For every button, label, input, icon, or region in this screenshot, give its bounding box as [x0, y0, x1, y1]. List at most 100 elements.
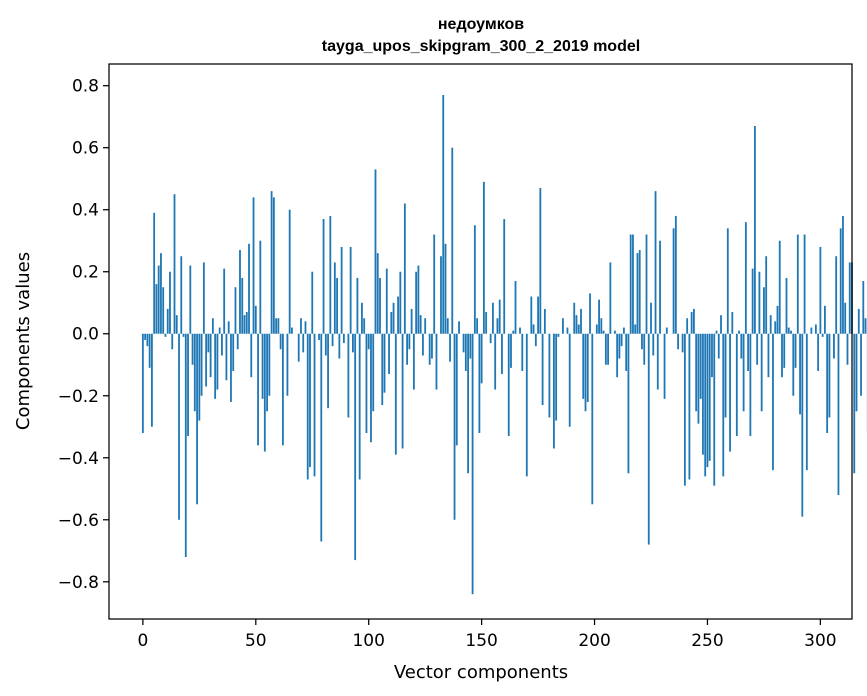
- x-axis-label: Vector components: [394, 662, 568, 683]
- bar: [336, 277, 338, 334]
- bar: [756, 333, 759, 365]
- bar: [397, 296, 399, 334]
- bar: [760, 333, 763, 412]
- bar: [695, 333, 698, 412]
- bar: [537, 296, 539, 334]
- bar: [431, 333, 433, 359]
- bar: [749, 333, 752, 437]
- bar: [476, 318, 479, 334]
- bar: [620, 333, 623, 347]
- bar: [817, 333, 820, 371]
- bar: [792, 333, 795, 396]
- bar: [575, 315, 578, 334]
- y-tick-label: −0.6: [58, 511, 99, 531]
- bar: [602, 330, 605, 334]
- bar: [324, 333, 327, 356]
- bar: [656, 333, 659, 390]
- y-tick-label: 0.8: [72, 77, 99, 97]
- bar: [652, 333, 655, 356]
- bar: [340, 246, 343, 334]
- bar: [699, 333, 702, 399]
- x-tick-label: 100: [352, 631, 384, 651]
- y-tick-label: 0.2: [72, 263, 99, 283]
- bar: [236, 333, 239, 350]
- bar: [580, 308, 582, 334]
- y-tick-label: −0.8: [58, 573, 99, 593]
- bar: [406, 333, 409, 365]
- bar: [309, 333, 311, 468]
- bar: [394, 333, 397, 455]
- bar: [419, 315, 422, 334]
- bar: [846, 333, 849, 365]
- bar: [860, 333, 862, 396]
- bar: [482, 181, 485, 334]
- bar: [539, 188, 542, 334]
- bar: [767, 333, 770, 378]
- bar: [415, 271, 418, 334]
- bar: [681, 333, 684, 353]
- bar: [329, 215, 332, 334]
- bar: [724, 333, 727, 418]
- bar: [182, 333, 185, 337]
- bar: [275, 318, 278, 334]
- bar: [281, 333, 284, 446]
- bar: [473, 225, 476, 334]
- bar: [641, 333, 643, 350]
- bar: [148, 333, 151, 368]
- bar: [623, 327, 625, 334]
- bar: [512, 330, 515, 334]
- bar: [824, 305, 826, 334]
- bar: [352, 333, 354, 353]
- bar: [480, 333, 483, 384]
- bar: [672, 228, 675, 334]
- bar: [184, 333, 187, 557]
- bar: [708, 333, 711, 461]
- bar: [254, 305, 257, 334]
- bar: [494, 333, 497, 390]
- bar: [385, 268, 388, 334]
- bar: [853, 333, 856, 474]
- bar: [458, 321, 460, 334]
- bar: [735, 333, 738, 437]
- chart-title: недоумков: [438, 16, 524, 33]
- bar: [844, 302, 847, 334]
- bar: [814, 324, 817, 334]
- bar: [731, 312, 734, 334]
- bar: [178, 333, 180, 520]
- bar: [634, 324, 637, 334]
- bar: [322, 219, 325, 334]
- x-tick-label: 0: [137, 631, 148, 651]
- bar: [625, 333, 628, 371]
- bar: [365, 333, 368, 433]
- bar: [720, 315, 722, 334]
- bar: [573, 302, 576, 334]
- bar: [591, 333, 594, 505]
- bar: [451, 147, 454, 334]
- bar: [153, 212, 156, 334]
- bar: [848, 262, 851, 334]
- bar: [347, 333, 350, 418]
- bar: [464, 333, 467, 371]
- bar: [706, 333, 709, 468]
- bar: [250, 333, 253, 378]
- bar: [568, 333, 571, 427]
- bar: [471, 333, 474, 595]
- bar: [302, 333, 305, 353]
- bar: [433, 234, 436, 334]
- bar: [144, 333, 147, 340]
- bar: [410, 308, 413, 334]
- bar: [248, 243, 250, 334]
- bar: [765, 256, 768, 334]
- bar: [577, 324, 580, 334]
- bar: [514, 281, 517, 334]
- bar: [595, 324, 598, 334]
- x-tick-label: 300: [804, 631, 836, 651]
- bar: [794, 333, 797, 368]
- bar: [647, 333, 650, 545]
- bar: [742, 333, 745, 412]
- bar: [408, 333, 411, 350]
- bar: [270, 191, 273, 334]
- x-tick-label: 150: [465, 631, 497, 651]
- bar: [306, 333, 309, 480]
- bar: [837, 333, 840, 495]
